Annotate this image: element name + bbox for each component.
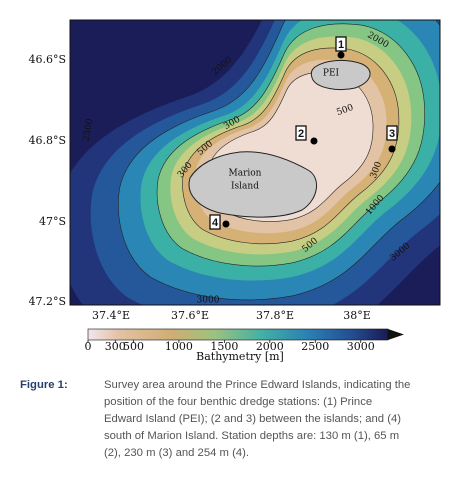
station-label: 3: [389, 128, 395, 140]
caption-line: south of Marion Island. Station depths a…: [104, 430, 399, 442]
island-label: PEI: [323, 69, 340, 79]
colorbar-tick-label: 300: [105, 340, 126, 353]
station-marker: [337, 51, 345, 59]
colorbar-tick-label: 1000: [165, 340, 193, 353]
colorbar-tick-label: 3000: [347, 340, 375, 353]
station-marker: [310, 137, 318, 145]
station-label: 4: [212, 217, 219, 229]
lon-label: 38°E: [343, 309, 371, 322]
colorbar-extend: [388, 329, 404, 340]
colorbar-tick-label: 1500: [210, 340, 238, 353]
lat-label: 46.6°S: [28, 53, 66, 66]
map: [70, 20, 440, 305]
lon-label: 37.4°E: [92, 309, 130, 322]
station-box: [335, 36, 347, 52]
colorbar-tick-label: 2000: [256, 340, 284, 353]
map-frame: [69, 19, 441, 306]
caption-label: Figure 1:: [20, 379, 68, 391]
lon-label: 37.6°E: [171, 309, 209, 322]
caption-line: position of the four benthic dredge stat…: [104, 396, 372, 408]
station-box: [386, 125, 398, 141]
contour-label: 3000: [197, 296, 220, 306]
lon-label: 37.8°E: [256, 309, 294, 322]
caption-line: (2), 230 m (3) and 254 m (4).: [104, 447, 249, 459]
colorbar-tick-label: 2500: [301, 340, 329, 353]
contour-label: 2500: [82, 118, 96, 143]
colorbar-tick-label: 0: [85, 340, 92, 353]
colorbar-label: Bathymetry [m]: [196, 350, 284, 363]
island-label: Island: [231, 182, 259, 192]
station-label: 1: [338, 39, 344, 51]
station-box: [209, 214, 221, 230]
colorbar-tick-label: 500: [123, 340, 144, 353]
caption-line: Edward Island (PEI); (2 and 3) between t…: [104, 413, 401, 425]
island-label: Marion: [229, 169, 262, 179]
station-label: 2: [298, 128, 304, 140]
station-marker: [388, 145, 396, 153]
marion-island: [188, 151, 317, 218]
station-marker: [222, 220, 230, 228]
lat-label: 47.2°S: [28, 295, 66, 308]
caption-line: Survey area around the Prince Edward Isl…: [104, 379, 410, 391]
lat-label: 47°S: [39, 215, 66, 228]
pei-island: [310, 59, 371, 91]
colorbar: [87, 328, 389, 341]
station-box: [295, 125, 307, 141]
lat-label: 46.8°S: [28, 134, 66, 147]
